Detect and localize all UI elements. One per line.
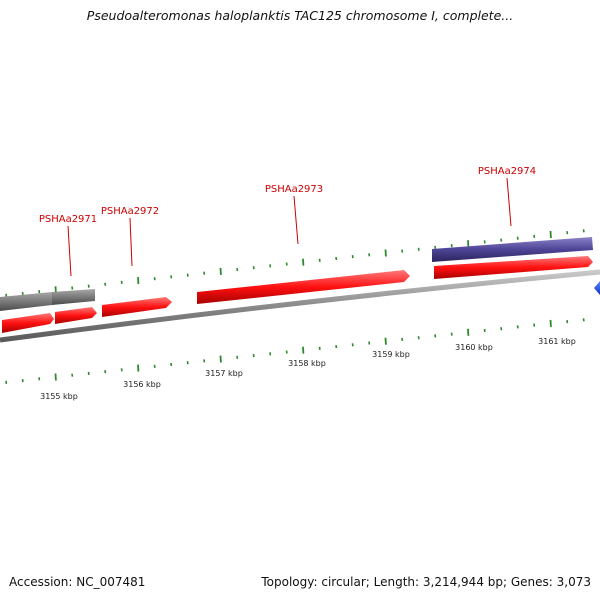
gene-label-leader (129, 217, 133, 267)
feature-marker[interactable] (594, 281, 600, 295)
gene-label-leader (293, 195, 299, 245)
gene-block-other[interactable] (52, 289, 95, 305)
axis-tick-label: 3157 kbp (205, 369, 243, 378)
axis-tick-label: 3161 kbp (538, 337, 576, 346)
accession-text: Accession: NC_007481 (9, 575, 146, 589)
gene-arrow-forward[interactable] (2, 313, 54, 333)
backbone-line (0, 269, 600, 343)
axis-tick-label: 3156 kbp (123, 380, 161, 389)
axis-tick-label: 3160 kbp (455, 343, 493, 352)
gene-arrow-forward[interactable] (197, 270, 410, 304)
gene-label-leader (67, 225, 72, 277)
gene-label: PSHAa2971 (39, 214, 97, 225)
gene-label: PSHAa2972 (101, 206, 159, 217)
gene-arrow-forward[interactable] (434, 256, 593, 279)
gene-arrow-forward[interactable] (55, 307, 97, 324)
gene-label: PSHAa2974 (478, 166, 536, 177)
page-title: Pseudoalteromonas haloplanktis TAC125 ch… (86, 8, 514, 23)
gene-block-highlight[interactable] (432, 237, 593, 262)
gene-label-leader (506, 177, 512, 227)
gene-block-other[interactable] (0, 292, 52, 311)
gene-label: PSHAa2973 (265, 184, 323, 195)
gene-arrow-forward[interactable] (102, 297, 172, 317)
tick-marks (5, 229, 585, 385)
genome-summary-text: Topology: circular; Length: 3,214,944 bp… (261, 575, 591, 589)
axis-tick-label: 3155 kbp (40, 392, 78, 401)
axis-tick-label: 3158 kbp (288, 359, 326, 368)
axis-tick-label: 3159 kbp (372, 350, 410, 359)
